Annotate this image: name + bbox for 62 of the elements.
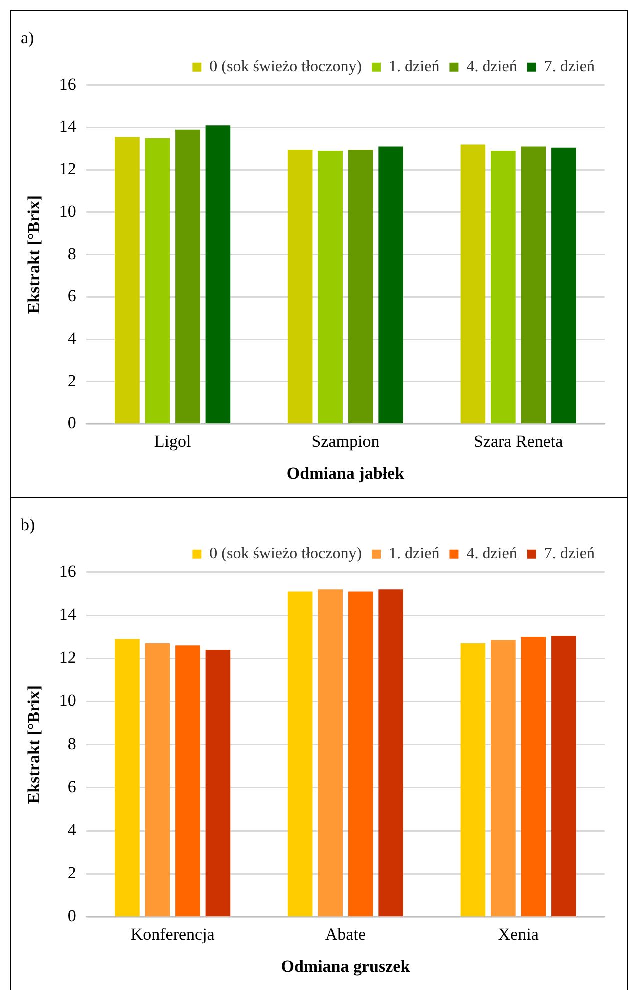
x-tick-label: Ligol — [154, 432, 192, 451]
bar — [176, 130, 200, 424]
legend-label: 4. dzień — [466, 546, 518, 563]
bar — [521, 637, 546, 916]
legend-label: 0 (sok świeżo tłoczony) — [210, 546, 362, 563]
legend-label: 0 (sok świeżo tłoczony) — [210, 58, 362, 76]
y-tick-label: 2 — [68, 864, 76, 883]
legend-label: 1. dzień — [389, 546, 440, 563]
bar — [378, 590, 404, 916]
y-tick-label: 4 — [68, 820, 77, 840]
y-tick-label: 14 — [59, 604, 77, 624]
y-axis-title: Ekstrakt [°Brix] — [24, 195, 44, 314]
x-tick-label: Konferencja — [130, 924, 216, 944]
y-axis-title: Ekstrakt [°Brix] — [24, 685, 44, 804]
bar — [348, 592, 374, 916]
bar — [552, 636, 576, 916]
bar — [206, 650, 231, 916]
y-tick-label: 8 — [68, 244, 76, 264]
y-tick-label: 8 — [68, 734, 76, 754]
x-tick-label: Szara Reneta — [474, 432, 564, 451]
bar — [552, 148, 576, 424]
bar — [206, 126, 231, 424]
bar — [348, 150, 374, 424]
y-tick-label: 4 — [68, 328, 77, 348]
y-tick-label: 16 — [59, 74, 76, 94]
x-axis-title: Odmiana jabłek — [286, 464, 406, 484]
bar — [115, 639, 140, 916]
x-tick-label: Xenia — [498, 924, 540, 944]
bar — [318, 151, 343, 424]
bar — [145, 138, 170, 424]
x-tick-label: Szampion — [312, 432, 380, 451]
y-tick-label: 12 — [59, 648, 76, 668]
bar — [176, 646, 200, 916]
bar — [288, 150, 313, 424]
bar — [288, 592, 313, 916]
bar — [491, 151, 516, 424]
y-tick-label: 6 — [68, 777, 76, 796]
legend-label: 1. dzień — [389, 58, 440, 76]
chart-title: b) — [21, 516, 36, 535]
y-tick-label: 0 — [68, 906, 76, 926]
bar — [491, 640, 516, 916]
chart-title: a) — [21, 28, 34, 48]
legend-label: 4. dzień — [466, 58, 518, 76]
y-tick-label: 2 — [68, 371, 76, 390]
y-tick-label: 12 — [59, 160, 76, 179]
bar — [378, 146, 404, 424]
bar — [521, 146, 546, 424]
bar — [318, 590, 343, 916]
bar — [460, 644, 486, 916]
legend-label: 7. dzień — [544, 58, 596, 76]
bar — [115, 137, 140, 424]
y-tick-label: 10 — [59, 202, 76, 221]
y-tick-label: 14 — [59, 117, 77, 136]
y-tick-label: 10 — [59, 691, 76, 710]
legend-label: 7. dzień — [544, 546, 596, 563]
y-tick-label: 16 — [59, 562, 76, 581]
bar — [145, 644, 170, 916]
y-tick-label: 6 — [68, 286, 76, 306]
y-tick-label: 0 — [68, 414, 76, 433]
x-axis-title: Odmiana gruszek — [281, 957, 411, 976]
bar — [460, 144, 486, 424]
x-tick-label: Abate — [325, 924, 366, 944]
